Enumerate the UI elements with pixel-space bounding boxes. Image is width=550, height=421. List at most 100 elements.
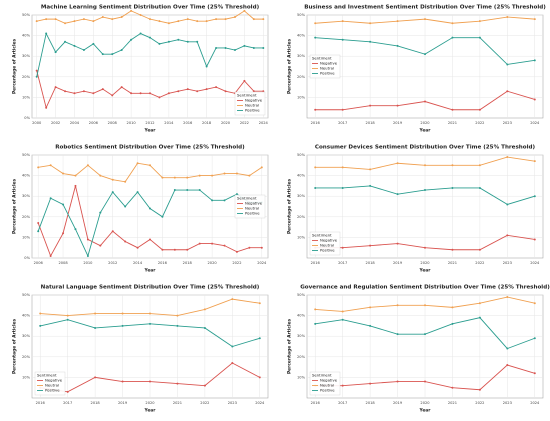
legend-label: Neutral: [245, 206, 259, 211]
x-tick-label: 2024: [259, 121, 269, 125]
data-point: [424, 189, 426, 192]
data-point: [396, 44, 399, 47]
x-axis-label: Year: [144, 128, 157, 134]
data-point: [64, 22, 67, 25]
data-point: [506, 16, 509, 19]
x-tick-label: 2019: [393, 121, 403, 125]
data-point: [176, 324, 179, 327]
y-tick-label: 10%: [297, 95, 306, 99]
data-point: [186, 189, 189, 192]
x-axis-label: Year: [419, 268, 432, 274]
data-point: [252, 90, 255, 93]
data-point: [149, 312, 151, 315]
data-point: [130, 38, 133, 41]
data-point: [369, 244, 372, 247]
y-tick-label: 30%: [22, 54, 31, 58]
data-point: [120, 16, 123, 19]
data-point: [451, 186, 454, 189]
data-point: [121, 324, 124, 327]
data-point: [205, 88, 208, 91]
y-tick-label: 20%: [22, 355, 31, 359]
data-point: [158, 42, 161, 45]
legend-title: Sentiment: [237, 196, 257, 201]
data-point: [186, 40, 189, 43]
data-point: [506, 156, 509, 159]
data-point: [205, 20, 208, 23]
data-point: [478, 108, 481, 111]
data-point: [94, 312, 97, 315]
x-tick-label: 2016: [311, 121, 321, 125]
data-point: [235, 193, 238, 196]
x-tick-label: 2023: [503, 401, 512, 405]
legend-label: Positive: [320, 248, 335, 253]
data-point: [533, 18, 536, 21]
data-point: [37, 166, 40, 169]
data-point: [139, 32, 142, 35]
data-point: [203, 326, 206, 329]
x-tick-label: 2018: [366, 401, 376, 405]
chart-title: Consumer Devices Sentiment Distribution …: [315, 145, 536, 151]
data-point: [130, 9, 133, 12]
x-tick-label: 2023: [228, 401, 237, 405]
data-point: [506, 203, 509, 206]
x-tick-label: 2023: [503, 121, 512, 125]
x-tick-label: 2022: [232, 261, 241, 265]
legend-label: Positive: [320, 388, 335, 393]
data-point: [396, 162, 399, 165]
x-tick-label: 2023: [503, 261, 512, 265]
x-tick-label: 2022: [240, 121, 249, 125]
x-tick-label: 2022: [200, 401, 209, 405]
legend-box: [309, 54, 341, 79]
data-point: [478, 388, 481, 391]
data-point: [121, 380, 124, 383]
data-point: [211, 242, 214, 245]
data-point: [424, 333, 426, 336]
data-point: [369, 324, 372, 327]
data-point: [506, 234, 509, 237]
x-tick-label: 2020: [208, 261, 218, 265]
data-point: [533, 302, 536, 305]
legend-box: [234, 194, 266, 219]
data-point: [243, 79, 246, 82]
data-point: [124, 180, 127, 183]
data-point: [341, 318, 344, 321]
x-tick-label: 2021: [173, 401, 182, 405]
data-point: [231, 345, 234, 348]
data-point: [424, 164, 426, 167]
data-point: [173, 248, 176, 251]
data-point: [54, 18, 57, 21]
legend-box: [309, 371, 341, 396]
data-point: [533, 160, 536, 163]
x-tick-label: 2017: [63, 401, 72, 405]
legend-title: Sentiment: [312, 56, 332, 61]
data-point: [506, 296, 509, 299]
data-point: [64, 40, 67, 43]
data-point: [451, 36, 454, 39]
x-tick-label: 2016: [311, 261, 321, 265]
data-point: [167, 92, 170, 95]
y-axis-label: Percentage of Articles: [287, 319, 293, 374]
x-tick-label: 2010: [83, 261, 93, 265]
chart-title: Robotics Sentiment Distribution Over Tim…: [55, 145, 245, 151]
data-point: [203, 308, 206, 311]
y-tick-label: 50%: [22, 293, 31, 297]
y-tick-label: 10%: [22, 235, 31, 239]
data-point: [341, 38, 344, 41]
legend-box: [34, 371, 66, 396]
data-point: [424, 304, 426, 307]
data-point: [533, 59, 536, 62]
data-point: [186, 248, 189, 251]
legend-label: Neutral: [320, 243, 334, 248]
data-point: [73, 20, 76, 23]
data-point: [235, 250, 238, 253]
data-point: [73, 44, 76, 47]
data-point: [260, 246, 263, 249]
data-point: [223, 199, 226, 202]
data-point: [149, 380, 151, 383]
data-point: [39, 324, 42, 327]
data-point: [54, 86, 57, 89]
data-point: [111, 191, 114, 194]
x-axis-label: Year: [419, 128, 432, 134]
data-point: [451, 22, 454, 25]
data-point: [533, 238, 536, 241]
